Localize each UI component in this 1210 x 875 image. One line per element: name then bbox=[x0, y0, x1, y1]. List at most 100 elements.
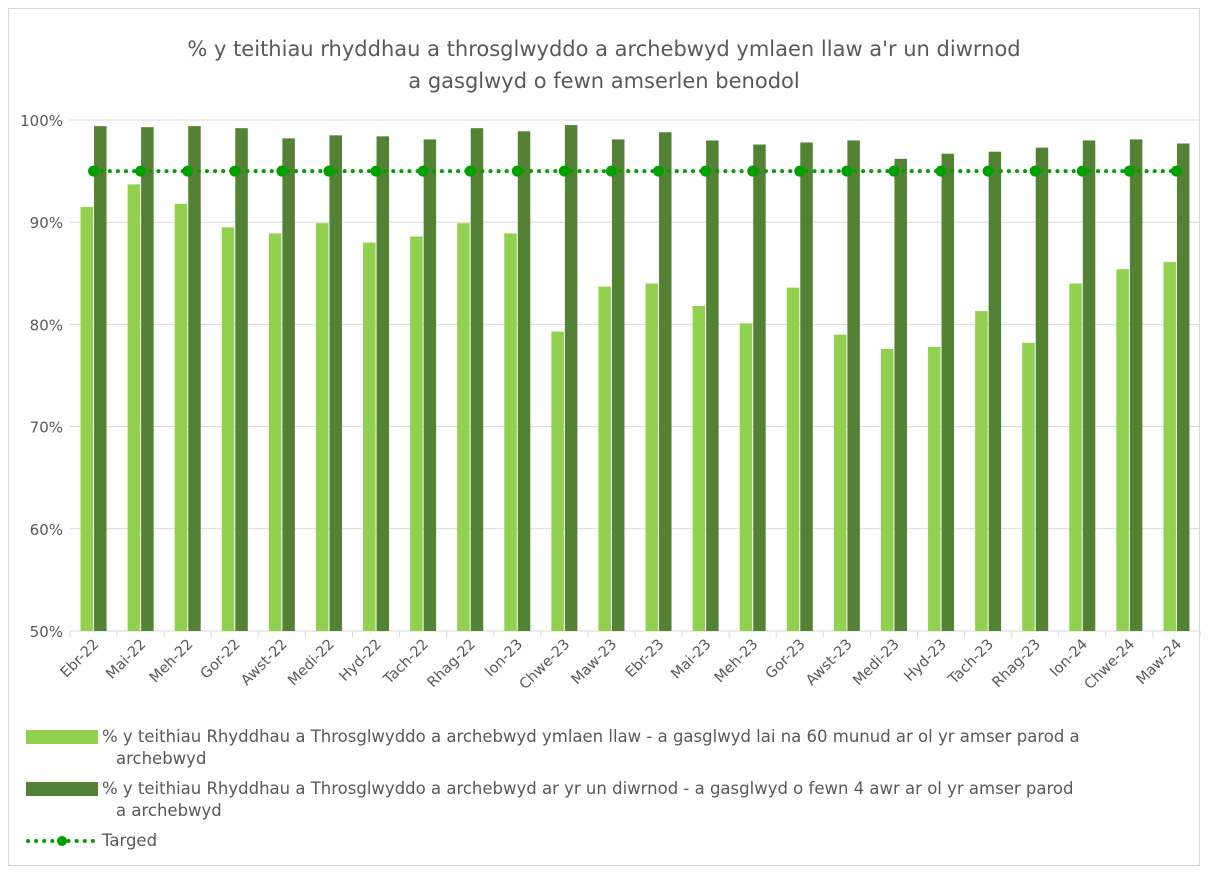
bar-light-green bbox=[692, 306, 706, 631]
target-marker bbox=[229, 165, 241, 177]
bar-light-green bbox=[786, 287, 800, 631]
bar-dark-green bbox=[94, 126, 107, 632]
legend-label-target: Targed bbox=[102, 831, 158, 850]
bar-dark-green bbox=[141, 127, 154, 632]
target-marker bbox=[982, 165, 994, 177]
bar-light-green bbox=[410, 236, 423, 631]
y-tick-label: 60% bbox=[30, 521, 63, 539]
y-tick-label: 90% bbox=[30, 214, 63, 232]
target-marker bbox=[323, 165, 335, 177]
bar-light-green bbox=[504, 233, 517, 631]
target-marker bbox=[511, 165, 523, 177]
x-tick-label: Medi-22 bbox=[285, 637, 338, 690]
x-tick-label: Gor-22 bbox=[198, 637, 244, 683]
bar-dark-green bbox=[423, 139, 437, 631]
bar-light-green bbox=[880, 348, 894, 631]
x-tick-label: Mai-22 bbox=[103, 637, 149, 683]
bar-light-green bbox=[127, 184, 141, 632]
target-marker bbox=[370, 165, 382, 177]
bar-dark-green bbox=[611, 139, 625, 631]
bar-light-green bbox=[645, 283, 659, 631]
target-marker bbox=[88, 165, 100, 177]
x-tick-label: Hyd-22 bbox=[337, 637, 385, 685]
bar-light-green bbox=[975, 311, 988, 631]
bar-light-green bbox=[739, 323, 753, 631]
x-tick-label: Gor-23 bbox=[763, 637, 809, 683]
target-marker bbox=[135, 165, 147, 177]
target-marker bbox=[182, 165, 194, 177]
bar-light-green bbox=[363, 242, 376, 631]
x-tick-label: Mai-23 bbox=[668, 637, 714, 683]
target-marker bbox=[1170, 165, 1182, 177]
x-tick-label: Rhag-22 bbox=[425, 637, 479, 691]
x-tick-label: Meh-22 bbox=[147, 637, 197, 687]
bar-dark-green bbox=[659, 132, 672, 631]
target-marker bbox=[1123, 165, 1135, 177]
target-marker bbox=[605, 165, 617, 177]
target-marker bbox=[1029, 165, 1041, 177]
bar-light-green bbox=[1069, 283, 1082, 631]
bar-light-green bbox=[1116, 269, 1129, 631]
chart-title-line2: a gasglwyd o fewn amserlen benodol bbox=[408, 69, 800, 93]
x-tick-label: Ebr-22 bbox=[58, 637, 103, 682]
bar-light-green bbox=[928, 346, 941, 631]
bar-light-green bbox=[80, 206, 94, 631]
x-tick-label: Hyd-23 bbox=[902, 637, 950, 685]
chart-title-line1: % y teithiau rhyddhau a throsglwyddo a a… bbox=[187, 37, 1021, 61]
bar-light-green bbox=[457, 223, 470, 632]
legend-swatch-light-green bbox=[26, 730, 98, 744]
target-marker bbox=[794, 165, 806, 177]
x-tick-label: Maw-24 bbox=[1134, 637, 1186, 689]
bar-dark-green bbox=[1082, 140, 1096, 631]
bar-dark-green bbox=[847, 140, 860, 631]
x-tick-label: Medi-23 bbox=[850, 637, 903, 690]
bar-light-green bbox=[315, 223, 329, 632]
bar-dark-green bbox=[376, 136, 390, 632]
target-marker bbox=[747, 165, 759, 177]
y-tick-label: 100% bbox=[20, 112, 63, 130]
bar-dark-green bbox=[329, 135, 342, 631]
legend-label-series2-line1: % y teithiau Rhyddhau a Throsglwyddo a a… bbox=[102, 779, 1074, 798]
bar-dark-green bbox=[988, 151, 1002, 631]
legend-label-series1-line1: % y teithiau Rhyddhau a Throsglwyddo a a… bbox=[102, 727, 1080, 746]
target-marker bbox=[558, 165, 570, 177]
target-marker bbox=[888, 165, 900, 177]
x-tick-label: Ebr-23 bbox=[623, 637, 668, 682]
y-tick-label: 50% bbox=[30, 623, 63, 641]
bar-dark-green bbox=[1176, 143, 1190, 632]
x-tick-label: Ion-23 bbox=[482, 637, 526, 681]
target-marker bbox=[653, 165, 665, 177]
x-tick-label: Ion-24 bbox=[1047, 637, 1091, 681]
x-tick-label: Rhag-23 bbox=[990, 637, 1044, 691]
bar-dark-green bbox=[894, 158, 907, 631]
x-tick-label: Meh-23 bbox=[712, 637, 762, 687]
bar-dark-green bbox=[753, 144, 766, 631]
x-tick-label: Chwe-23 bbox=[517, 637, 573, 693]
bar-dark-green bbox=[941, 153, 955, 631]
bar-light-green bbox=[174, 203, 188, 631]
bar-light-green bbox=[1163, 262, 1176, 631]
bar-light-green bbox=[551, 331, 564, 631]
target-marker bbox=[700, 165, 712, 177]
x-tick-label: Maw-23 bbox=[569, 637, 621, 689]
bar-light-green bbox=[833, 334, 847, 631]
x-tick-label: Awst-23 bbox=[803, 637, 855, 689]
bar-dark-green bbox=[235, 128, 248, 631]
y-tick-label: 80% bbox=[30, 316, 63, 334]
x-tick-label: Chwe-24 bbox=[1082, 637, 1138, 693]
bar-light-green bbox=[268, 233, 282, 631]
target-marker bbox=[276, 165, 288, 177]
x-tick-label: Awst-22 bbox=[238, 637, 290, 689]
bar-light-green bbox=[1022, 342, 1035, 631]
bar-dark-green bbox=[800, 142, 813, 631]
y-tick-label: 70% bbox=[30, 419, 63, 437]
target-marker bbox=[417, 165, 429, 177]
target-marker bbox=[464, 165, 476, 177]
bar-dark-green bbox=[188, 126, 201, 632]
bar-dark-green bbox=[706, 140, 719, 631]
bar-dark-green bbox=[470, 128, 484, 631]
legend-label-series2-line2: a archebwyd bbox=[116, 801, 222, 820]
bar-dark-green bbox=[1129, 139, 1143, 631]
legend-label-series1-line2: archebwyd bbox=[116, 749, 207, 768]
